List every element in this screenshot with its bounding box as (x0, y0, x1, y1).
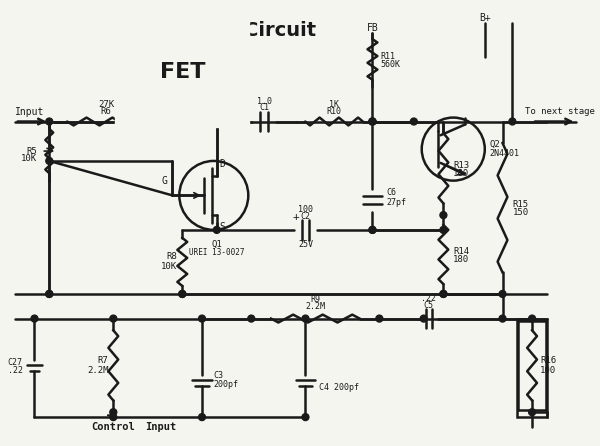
Text: R9: R9 (310, 295, 320, 304)
Circle shape (214, 118, 220, 125)
Text: 150: 150 (512, 208, 529, 217)
Text: D: D (220, 159, 226, 169)
Text: 180: 180 (453, 255, 469, 264)
Text: R13: R13 (453, 161, 469, 170)
Circle shape (214, 227, 220, 233)
Text: Q1: Q1 (211, 240, 222, 249)
Circle shape (199, 413, 205, 421)
Circle shape (110, 409, 117, 416)
Circle shape (369, 118, 376, 125)
Text: 2.2M: 2.2M (305, 302, 325, 311)
Text: C2: C2 (301, 211, 310, 221)
Circle shape (440, 290, 447, 297)
Text: R6: R6 (101, 107, 111, 116)
Text: 25V: 25V (298, 240, 313, 249)
Text: R14: R14 (453, 247, 469, 256)
Circle shape (110, 315, 117, 322)
Text: R5: R5 (26, 147, 37, 156)
Text: C1: C1 (259, 103, 269, 112)
Text: R11: R11 (380, 52, 395, 61)
Text: 1.0: 1.0 (257, 97, 272, 106)
Text: 27pf: 27pf (386, 198, 406, 207)
Circle shape (46, 118, 53, 125)
Text: Q2: Q2 (490, 140, 500, 149)
Text: S: S (220, 222, 226, 232)
Circle shape (369, 227, 376, 233)
Circle shape (499, 290, 506, 297)
Text: .22: .22 (8, 366, 23, 375)
Text: R8: R8 (167, 252, 178, 261)
Text: B+: B+ (479, 13, 491, 23)
Text: +: + (292, 212, 299, 222)
Circle shape (154, 118, 161, 125)
Text: 180: 180 (453, 169, 469, 178)
Text: R15: R15 (512, 200, 529, 209)
Circle shape (440, 212, 447, 219)
Text: C6: C6 (386, 188, 396, 197)
Text: 1K: 1K (329, 100, 339, 109)
Circle shape (46, 290, 53, 297)
Circle shape (529, 315, 536, 322)
Circle shape (440, 290, 447, 297)
Circle shape (420, 315, 427, 322)
Circle shape (31, 315, 38, 322)
Text: R16: R16 (540, 356, 556, 365)
Circle shape (110, 413, 117, 421)
Text: 560K: 560K (380, 60, 400, 69)
Circle shape (46, 290, 53, 297)
Text: 100: 100 (540, 366, 556, 375)
Circle shape (199, 315, 205, 322)
Text: 2.2M: 2.2M (87, 366, 109, 375)
Circle shape (509, 118, 516, 125)
Circle shape (369, 118, 376, 125)
Text: Control: Control (91, 422, 135, 432)
Text: FET: FET (160, 62, 205, 82)
Circle shape (248, 315, 255, 322)
Circle shape (179, 290, 186, 297)
Text: .22: .22 (421, 294, 436, 303)
Text: 27K: 27K (98, 100, 114, 109)
Circle shape (369, 227, 376, 233)
Text: 10K: 10K (161, 262, 178, 271)
Text: R7: R7 (98, 356, 109, 365)
Circle shape (376, 315, 383, 322)
Circle shape (369, 118, 376, 125)
Circle shape (410, 118, 417, 125)
Text: Input: Input (15, 107, 44, 117)
Text: R10: R10 (326, 107, 341, 116)
Circle shape (440, 227, 447, 233)
Text: G: G (161, 176, 167, 186)
Text: C3: C3 (214, 371, 224, 380)
Text: Input: Input (145, 422, 176, 432)
Circle shape (214, 118, 220, 125)
Circle shape (529, 409, 536, 416)
Text: 200pf: 200pf (214, 380, 239, 389)
Text: 100: 100 (298, 205, 313, 214)
Text: C4 200pf: C4 200pf (319, 383, 359, 392)
Circle shape (179, 290, 186, 297)
Circle shape (302, 315, 309, 322)
Text: 10K: 10K (22, 154, 37, 163)
Circle shape (499, 315, 506, 322)
Text: To next stage: To next stage (525, 107, 595, 116)
Text: 2N4401: 2N4401 (490, 149, 520, 157)
Text: FB: FB (367, 23, 379, 33)
Circle shape (46, 157, 53, 165)
Text: C27: C27 (8, 359, 23, 368)
Text: C5: C5 (424, 301, 434, 310)
Circle shape (302, 413, 309, 421)
Text: UREI 13-0027: UREI 13-0027 (189, 248, 245, 257)
Text: 1176 Input Circuit: 1176 Input Circuit (118, 21, 316, 40)
